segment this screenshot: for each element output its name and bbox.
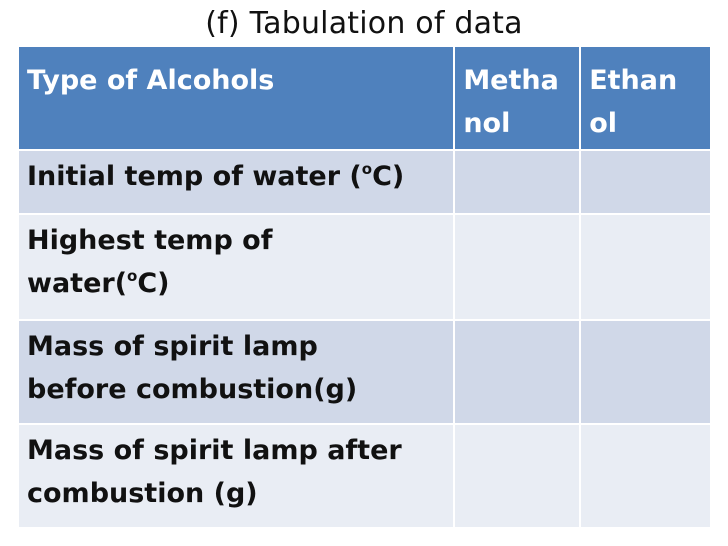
- table-row: Mass of spirit lamp before combustion(g): [16, 319, 712, 425]
- row-label-text: water(: [27, 268, 128, 299]
- table-body: Initial temp of water (oC) Highest temp …: [16, 149, 712, 529]
- row-mass-after-label: Mass of spirit lamp after combustion (g): [16, 423, 456, 529]
- row-label-unit: C): [137, 268, 170, 299]
- cell-methanol-highest-temp: [453, 213, 582, 321]
- cell-methanol-mass-after: [453, 423, 582, 529]
- cell-methanol-initial-temp: [453, 149, 582, 215]
- cell-ethanol-highest-temp: [579, 213, 712, 321]
- row-label-line1: Highest temp of: [27, 225, 273, 256]
- row-label-line2: before combustion(g): [27, 374, 358, 405]
- row-label-line1: Mass of spirit lamp: [27, 331, 318, 362]
- table-header: Type of Alcohols Metha nol Ethan ol: [16, 45, 712, 151]
- header-ethanol-line2: ol: [589, 108, 618, 139]
- table-row: Highest temp of water(oC): [16, 213, 712, 321]
- header-methanol: Metha nol: [453, 45, 582, 151]
- row-label-text: Initial temp of water (: [27, 161, 362, 192]
- degree-superscript: o: [361, 160, 373, 178]
- header-methanol-line2: nol: [463, 108, 511, 139]
- cell-ethanol-mass-after: [579, 423, 712, 529]
- data-table: Type of Alcohols Metha nol Ethan ol Init…: [16, 45, 712, 529]
- header-alcohol-type-label: Type of Alcohols: [27, 65, 275, 96]
- table-row: Initial temp of water (oC): [16, 149, 712, 215]
- row-label-line2: combustion (g): [27, 478, 258, 509]
- header-alcohol-type: Type of Alcohols: [16, 45, 456, 151]
- header-methanol-line1: Metha: [463, 65, 559, 96]
- row-highest-temp-label: Highest temp of water(oC): [16, 213, 456, 321]
- header-ethanol: Ethan ol: [579, 45, 712, 151]
- table-row: Mass of spirit lamp after combustion (g): [16, 423, 712, 529]
- cell-ethanol-initial-temp: [579, 149, 712, 215]
- cell-ethanol-mass-before: [579, 319, 712, 425]
- cell-methanol-mass-before: [453, 319, 582, 425]
- row-mass-before-label: Mass of spirit lamp before combustion(g): [16, 319, 456, 425]
- row-label-unit: C): [372, 161, 405, 192]
- header-row: Type of Alcohols Metha nol Ethan ol: [16, 45, 712, 151]
- row-label-line1: Mass of spirit lamp after: [27, 435, 402, 466]
- header-ethanol-line1: Ethan: [589, 65, 678, 96]
- slide-title: (f) Tabulation of data: [205, 6, 523, 41]
- degree-superscript: o: [127, 267, 138, 285]
- row-initial-temp-label: Initial temp of water (oC): [16, 149, 456, 215]
